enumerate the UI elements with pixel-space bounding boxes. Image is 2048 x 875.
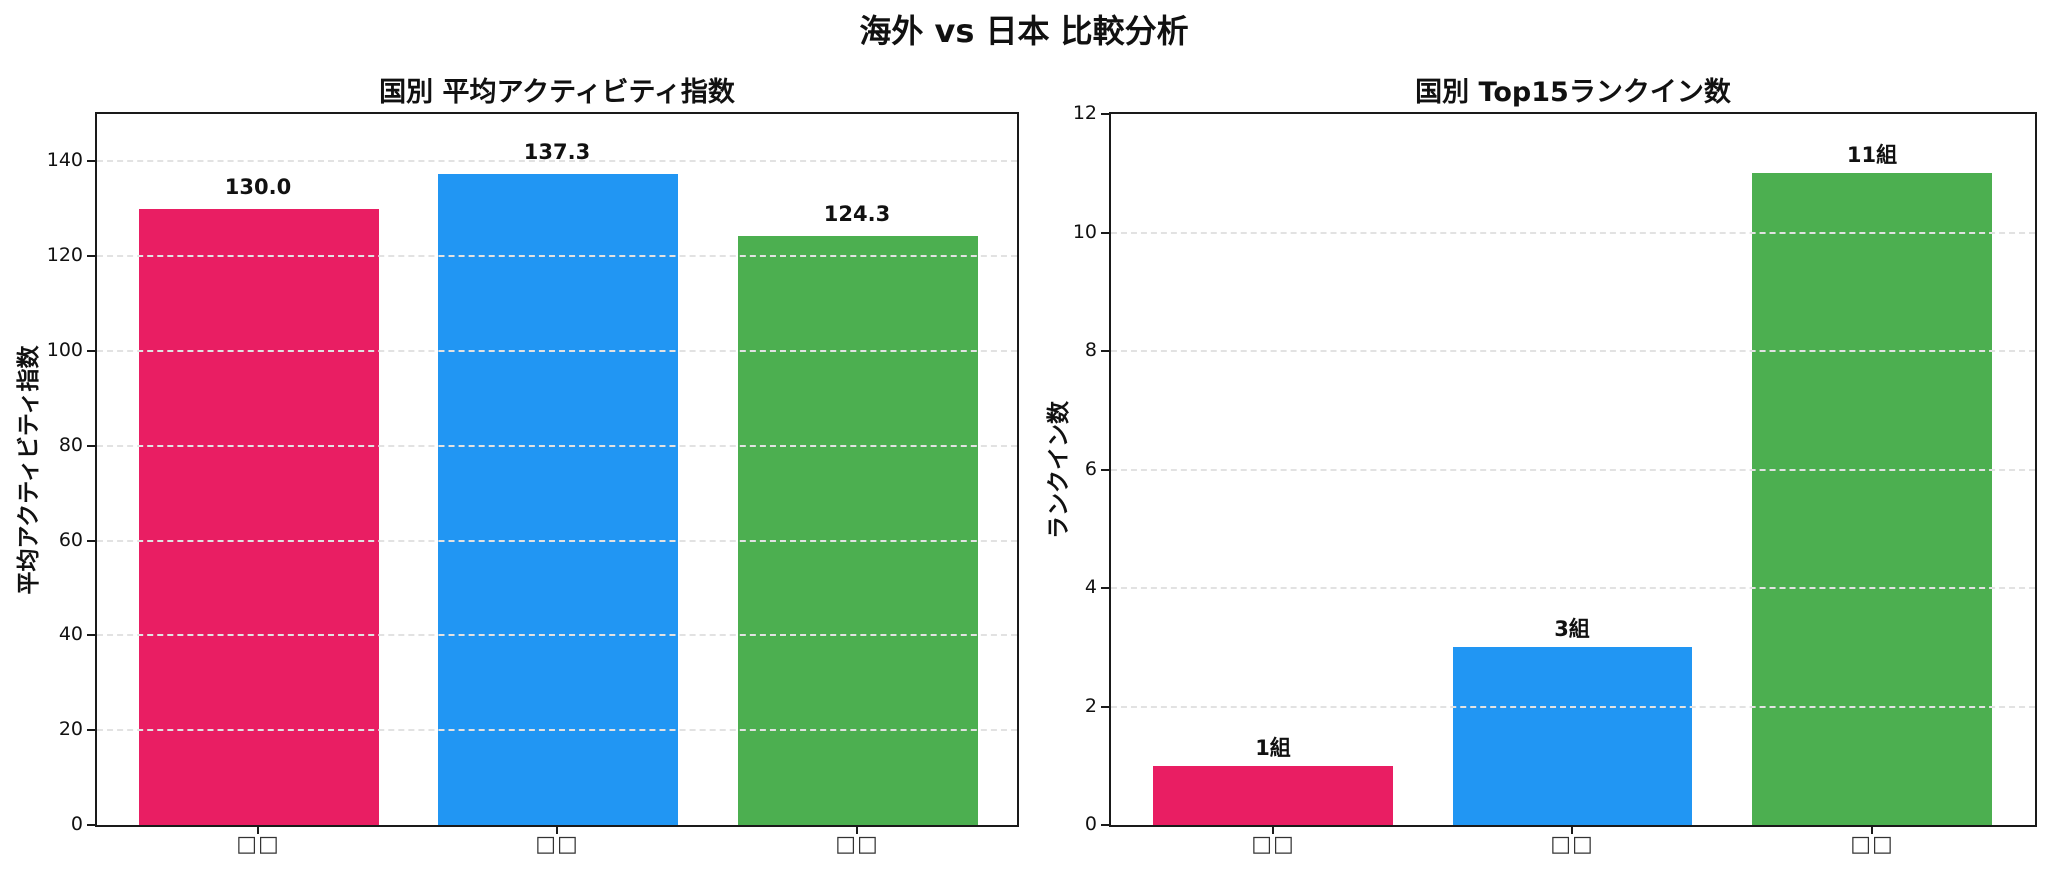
bar-value-label: 124.3	[823, 201, 891, 226]
y-tick-label: 40	[58, 623, 83, 646]
left-y-axis-label: 平均アクティビティ指数	[16, 345, 42, 595]
gridline	[1111, 587, 2035, 589]
y-tick-label: 4	[1084, 576, 1097, 598]
bar-value-label: 11組	[1846, 143, 1898, 168]
y-tick-label: 2	[1084, 694, 1097, 717]
y-tick-mark	[87, 824, 95, 826]
gridline	[97, 160, 1017, 163]
x-tick-mark	[257, 826, 259, 834]
bar-value-label: 137.3	[523, 140, 591, 165]
gridline	[97, 634, 1017, 637]
x-tick-label: □□	[835, 832, 879, 857]
x-tick-label: □□	[1850, 832, 1894, 857]
y-tick-label: 10	[1072, 220, 1097, 243]
gridline	[1111, 231, 2035, 234]
gridline	[1111, 350, 2035, 352]
bar-3	[738, 235, 978, 825]
y-tick-label: 60	[58, 528, 83, 551]
y-tick-label: 0	[1084, 813, 1097, 835]
y-tick-mark	[1101, 587, 1109, 589]
bar-3	[1752, 173, 1992, 825]
y-tick-label: 12	[1072, 102, 1097, 124]
y-tick-label: 0	[70, 813, 83, 835]
y-tick-mark	[87, 444, 95, 447]
y-tick-mark	[1101, 824, 1109, 826]
x-tick-label: □□	[1550, 832, 1594, 857]
bar-value-label: 1組	[1255, 735, 1291, 760]
figure-title: 海外 vs 日本 比較分析	[859, 12, 1189, 50]
y-tick-label: 120	[46, 244, 83, 267]
gridline	[1111, 705, 2035, 708]
y-tick-label: 140	[46, 149, 83, 172]
bar-2	[1453, 647, 1692, 825]
gridline	[97, 729, 1017, 732]
y-tick-label: 6	[1084, 457, 1097, 480]
gridline	[97, 350, 1017, 352]
right-plot-area	[1109, 112, 2037, 827]
y-tick-mark	[87, 634, 95, 637]
gridline	[1111, 468, 2035, 471]
x-tick-mark	[556, 826, 558, 834]
x-tick-mark	[856, 826, 858, 834]
y-tick-mark	[87, 160, 95, 163]
y-tick-label: 20	[58, 718, 83, 741]
x-tick-mark	[1571, 826, 1573, 834]
left-chart-title: 国別 平均アクティビティ指数	[379, 77, 735, 108]
bar-1	[139, 208, 379, 825]
y-tick-mark	[87, 729, 95, 732]
y-tick-mark	[87, 255, 95, 258]
bar-value-label: 130.0	[224, 174, 292, 199]
y-tick-mark	[1101, 113, 1109, 115]
right-chart-title: 国別 Top15ランクイン数	[1415, 77, 1731, 108]
y-tick-label: 8	[1084, 339, 1097, 361]
x-tick-label: □□	[1251, 832, 1295, 857]
y-tick-label: 80	[58, 433, 83, 456]
x-tick-label: □□	[535, 832, 579, 857]
gridline	[97, 444, 1017, 447]
x-tick-label: □□	[236, 832, 280, 857]
y-tick-mark	[1101, 350, 1109, 352]
x-tick-mark	[1272, 826, 1274, 834]
bar-value-label: 3組	[1554, 617, 1590, 642]
gridline	[97, 255, 1017, 258]
y-tick-mark	[1101, 705, 1109, 708]
y-tick-mark	[1101, 231, 1109, 234]
y-tick-label: 100	[46, 339, 83, 361]
bar-2	[438, 174, 678, 825]
x-tick-mark	[1871, 826, 1873, 834]
y-tick-mark	[87, 539, 95, 542]
bar-1	[1153, 765, 1393, 825]
gridline	[97, 539, 1017, 542]
y-tick-mark	[1101, 468, 1109, 471]
y-tick-mark	[87, 350, 95, 352]
